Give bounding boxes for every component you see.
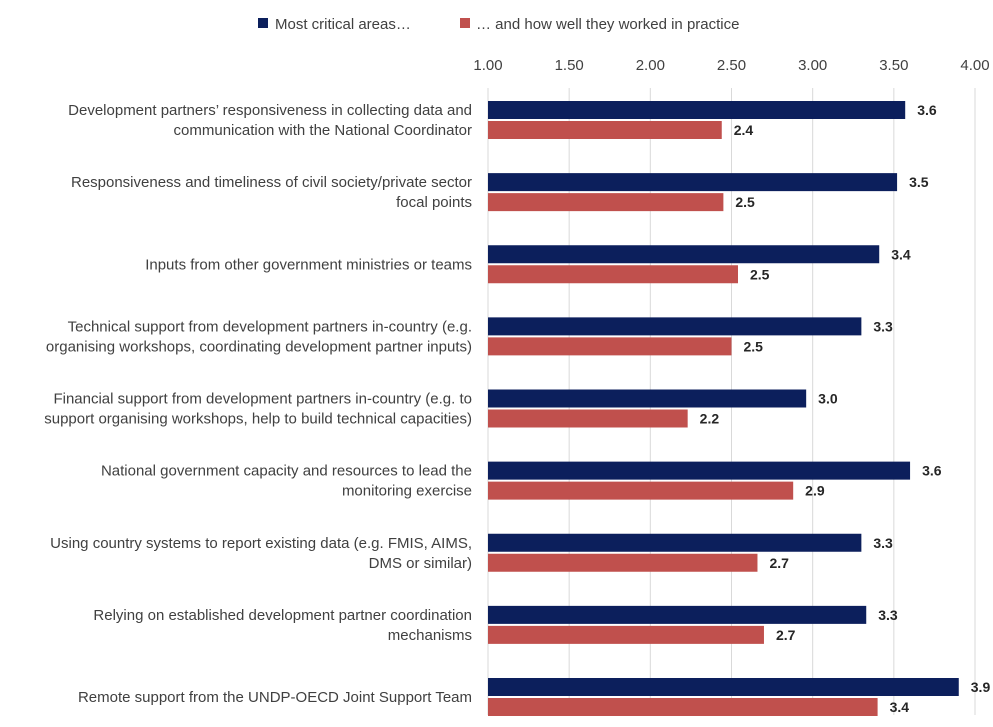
data-label: 2.5 [735,194,755,210]
category-label: communication with the National Coordina… [174,122,472,139]
bar-series-2 [488,481,794,500]
bar-series-2 [488,193,724,212]
category-label: organising workshops, coordinating devel… [46,338,472,355]
legend-swatch-1 [258,18,268,28]
bar-series-2 [488,409,688,428]
category-label: focal points [396,194,472,211]
data-label: 2.5 [750,266,770,282]
bar-series-2 [488,698,878,716]
legend-label-1: Most critical areas… [275,16,411,33]
x-axis-ticks: 1.00 1.50 2.00 2.50 3.00 3.50 4.00 [473,57,989,74]
data-label: 3.6 [922,463,942,479]
data-label: 3.4 [890,699,910,715]
bar-series-1 [488,605,867,624]
category-labels: Development partners’ responsiveness in … [44,102,472,706]
category-label: DMS or similar) [369,555,472,572]
bars [488,101,959,716]
data-labels: 3.6 2.4 3.5 2.5 3.4 2.5 3.3 2.5 3.0 2.2 3.6 2.9 3.3 2… [700,102,991,715]
x-tick-label: 4.00 [960,57,989,74]
data-label: 3.9 [971,679,991,695]
category-label: Inputs from other government ministries … [145,256,472,273]
bar-series-1 [488,245,880,264]
category-label: Technical support from development partn… [68,318,472,335]
x-tick-label: 3.00 [798,57,827,74]
category-label: Using country systems to report existing… [50,535,472,552]
data-label: 3.6 [917,102,937,118]
x-tick-label: 1.00 [473,57,502,74]
legend-swatch-2 [460,18,470,28]
data-label: 2.2 [700,411,720,427]
category-label: mechanisms [388,627,472,644]
category-label: Relying on established development partn… [93,607,472,624]
category-label: Responsiveness and timeliness of civil s… [71,174,472,191]
bar-series-2 [488,121,722,139]
category-label: monitoring exercise [342,483,472,500]
data-label: 2.9 [805,483,825,499]
x-tick-label: 2.50 [717,57,746,74]
bar-series-1 [488,317,862,336]
data-label: 3.5 [909,174,929,190]
legend: Most critical areas… … and how well they … [258,16,739,33]
category-label: Remote support from the UNDP-OECD Joint … [78,689,472,706]
data-label: 3.0 [818,391,838,407]
data-label: 2.4 [734,122,754,138]
data-label: 2.7 [769,555,789,571]
bar-series-1 [488,389,807,408]
bar-series-1 [488,533,862,552]
bar-series-2 [488,625,764,644]
x-tick-label: 3.50 [879,57,908,74]
bar-series-2 [488,553,758,572]
bar-series-2 [488,265,738,284]
category-label: Development partners’ responsiveness in … [68,102,472,119]
data-label: 3.3 [873,535,893,551]
bar-series-2 [488,337,732,356]
x-tick-label: 1.50 [555,57,584,74]
bar-series-1 [488,101,906,119]
category-label: Financial support from development partn… [53,391,472,408]
data-label: 2.7 [776,627,796,643]
category-label: National government capacity and resourc… [101,463,472,480]
data-label: 3.3 [878,607,898,623]
data-label: 2.5 [744,338,764,354]
x-tick-label: 2.00 [636,57,665,74]
bar-series-1 [488,678,959,696]
legend-label-2: … and how well they worked in practice [476,16,739,33]
category-label: support organising workshops, help to bu… [44,411,472,428]
bar-series-1 [488,173,898,192]
data-label: 3.4 [891,246,911,262]
bar-series-1 [488,461,911,480]
data-label: 3.3 [873,318,893,334]
